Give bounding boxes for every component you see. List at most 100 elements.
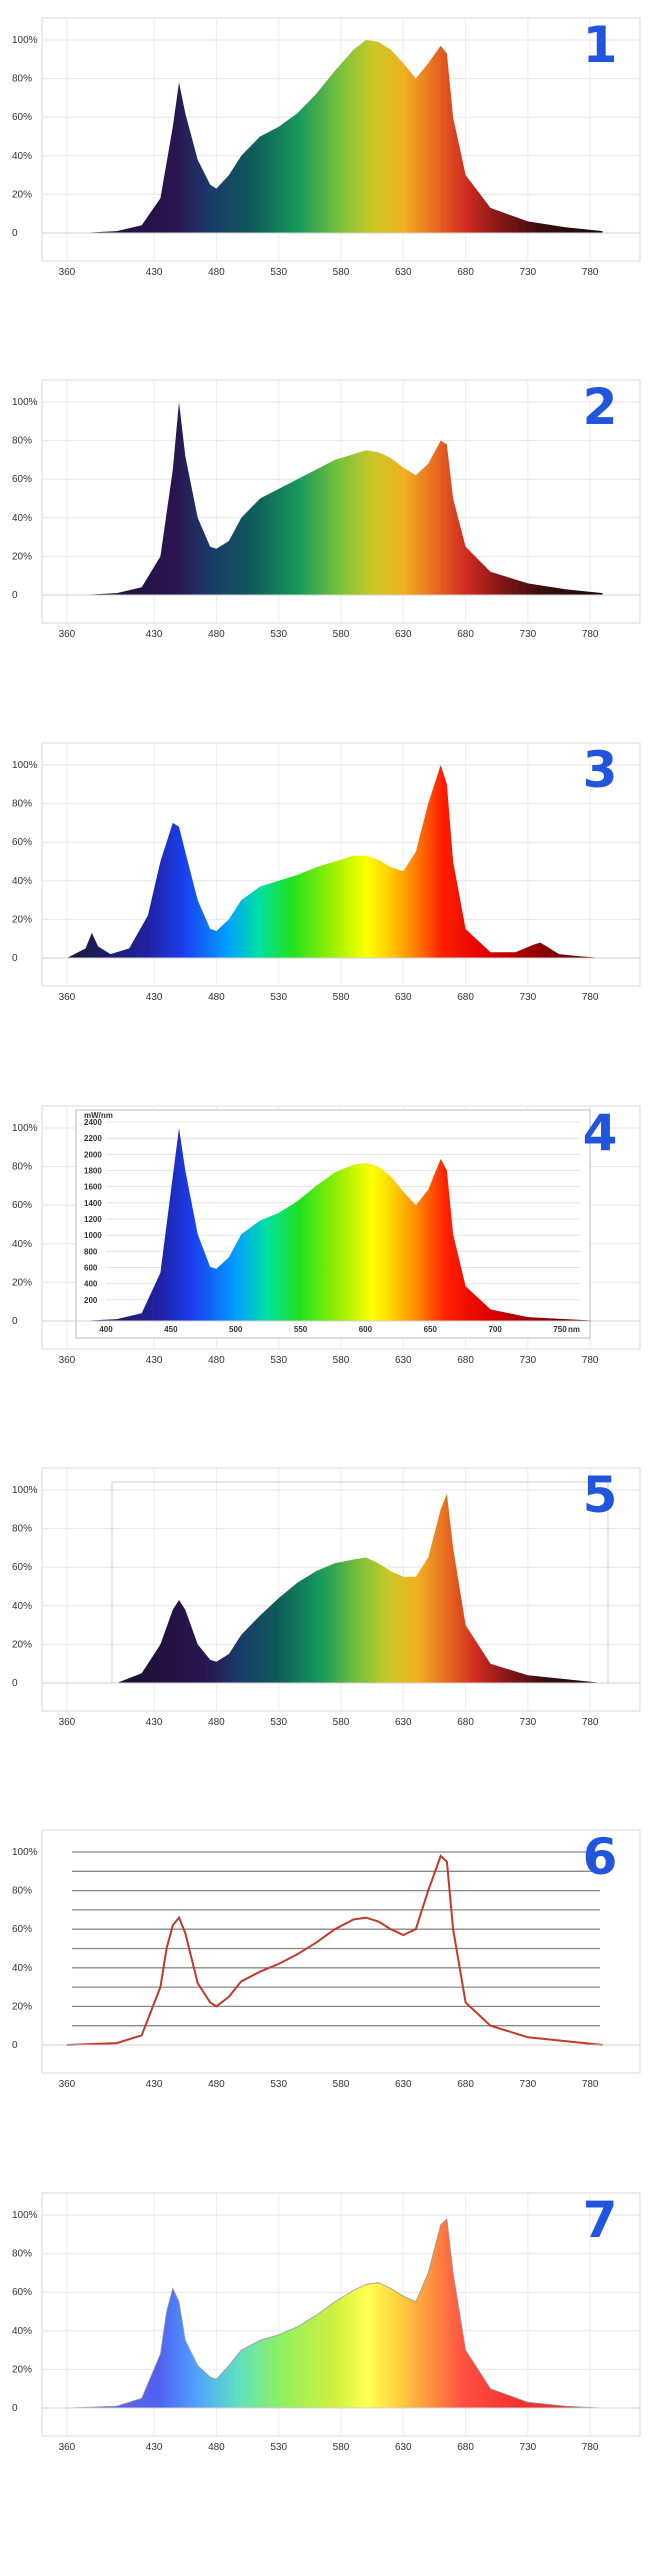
y-tick-label: 100% [12,760,38,771]
x-tick-label: 630 [395,267,412,278]
x-tick-label: 780 [582,1717,599,1728]
y-tick-label: 60% [12,1562,32,1573]
y-tick-label: 60% [12,1924,32,1935]
x-tick-label: 430 [146,267,163,278]
y-tick-label: 0 [12,953,18,964]
y-tick-label: 40% [12,1601,32,1612]
spectrum-area [79,1128,603,1321]
x-tick-label: 680 [457,1717,474,1728]
y-tick-label: 40% [12,151,32,162]
y-tick-label: 20% [12,551,32,562]
x-tick-label: 730 [520,2079,537,2090]
inset-y-tick: 1600 [84,1183,102,1192]
x-tick-label: 580 [333,2442,350,2453]
x-tick-label: 730 [520,629,537,640]
y-tick-label: 60% [12,474,32,485]
inset-y-tick: 1400 [84,1199,102,1208]
inset-y-tick: 2400 [84,1118,102,1127]
x-tick-label: 480 [208,1717,225,1728]
y-tick-label: 20% [12,2001,32,2012]
y-tick-label: 100% [12,1847,38,1858]
inset-y-tick: 600 [84,1264,98,1273]
x-tick-label: 630 [395,1355,412,1366]
y-tick-label: 0 [12,2040,18,2051]
inset-x-tick: 450 [164,1325,178,1334]
inset-y-tick: 2000 [84,1150,102,1159]
inset-x-tick: 750 [553,1325,567,1334]
inset-y-tick: 1000 [84,1231,102,1240]
x-tick-label: 580 [333,2079,350,2090]
y-tick-label: 20% [12,1639,32,1650]
inset-x-tick: 400 [99,1325,113,1334]
y-tick-label: 40% [12,876,32,887]
chart-panel-7: 0 20% 40% 60% 80% 100% 360 430 480 530 580 630 680 73… [12,2191,641,2453]
y-tick-label: 20% [12,1277,32,1288]
x-tick-label: 360 [59,992,76,1003]
y-tick-label: 80% [12,1524,32,1535]
x-tick-label: 360 [59,1717,76,1728]
x-tick-label: 680 [457,1355,474,1366]
x-tick-label: 530 [270,2079,287,2090]
inset-x-tick: 700 [488,1325,502,1334]
x-tick-label: 630 [395,629,412,640]
inset-y-tick: 800 [84,1247,98,1256]
x-tick-label: 780 [582,2442,599,2453]
y-tick-label: 80% [12,2249,32,2260]
x-tick-label: 430 [146,2079,163,2090]
x-tick-label: 580 [333,629,350,640]
x-tick-label: 530 [270,629,287,640]
y-tick-label: 80% [12,1886,32,1897]
x-tick-label: 630 [395,2079,412,2090]
panel-number-badge: 6 [583,1828,618,1886]
chart-panel-5: 0 20% 40% 60% 80% 100% 360 430 480 530 580 630 680 73… [12,1466,641,1728]
inset-x-tick: 500 [229,1325,243,1334]
panel-number-badge: 3 [583,741,618,799]
inset-y-tick: 200 [84,1296,98,1305]
x-tick-label: 430 [146,2442,163,2453]
inset-x-unit: nm [568,1325,580,1334]
chart-panel-6: 0 20% 40% 60% 80% 100% 360 430 480 530 580 630 680 73… [12,1828,641,2090]
series-line [66,1854,603,2046]
x-tick-label: 430 [146,992,163,1003]
x-tick-label: 530 [270,2442,287,2453]
y-tick-label: 0 [12,2403,18,2414]
panel-number-badge: 4 [583,1104,618,1162]
x-tick-label: 480 [208,267,225,278]
y-tick-label: 100% [12,35,38,46]
y-tick-label: 80% [12,799,32,810]
x-tick-label: 430 [146,1355,163,1366]
panel-number-badge: 7 [583,2191,618,2249]
x-tick-label: 780 [582,1355,599,1366]
x-tick-label: 580 [333,267,350,278]
inset-y-tick: 1200 [84,1215,102,1224]
x-tick-label: 580 [333,1355,350,1366]
y-tick-label: 0 [12,228,18,239]
x-tick-label: 360 [59,267,76,278]
spectrum-area [116,1493,603,1683]
x-tick-label: 730 [520,1717,537,1728]
x-tick-label: 780 [582,629,599,640]
x-tick-label: 360 [59,1355,76,1366]
inset-y-tick: 2200 [84,1134,102,1143]
y-tick-label: 60% [12,112,32,123]
spectrum-area [79,40,603,233]
x-tick-label: 780 [582,267,599,278]
x-tick-label: 530 [270,1355,287,1366]
y-tick-label: 100% [12,397,38,408]
x-tick-label: 580 [333,1717,350,1728]
y-tick-label: 60% [12,1200,32,1211]
x-tick-label: 730 [520,1355,537,1366]
y-tick-label: 80% [12,436,32,447]
inset-y-tick: 1800 [84,1167,102,1176]
x-tick-label: 530 [270,992,287,1003]
x-tick-label: 480 [208,2079,225,2090]
inset-x-tick: 600 [359,1325,373,1334]
x-tick-label: 630 [395,2442,412,2453]
panel-number-badge: 1 [583,16,618,74]
y-tick-label: 20% [12,2364,32,2375]
inset-x-tick: 550 [294,1325,308,1334]
x-tick-label: 480 [208,2442,225,2453]
y-tick-label: 60% [12,837,32,848]
x-tick-label: 630 [395,1717,412,1728]
x-tick-label: 730 [520,2442,537,2453]
